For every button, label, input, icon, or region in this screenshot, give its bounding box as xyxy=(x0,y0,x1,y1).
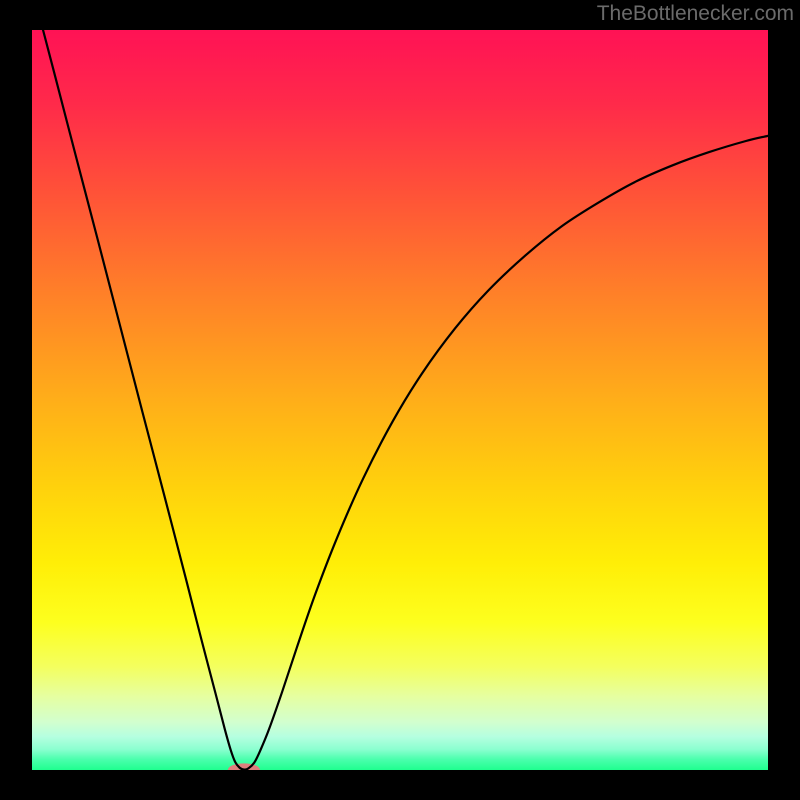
chart-background xyxy=(32,30,768,770)
watermark-text: TheBottlenecker.com xyxy=(597,2,794,26)
chart-svg xyxy=(0,0,800,800)
chart-container: TheBottlenecker.com xyxy=(0,0,800,800)
